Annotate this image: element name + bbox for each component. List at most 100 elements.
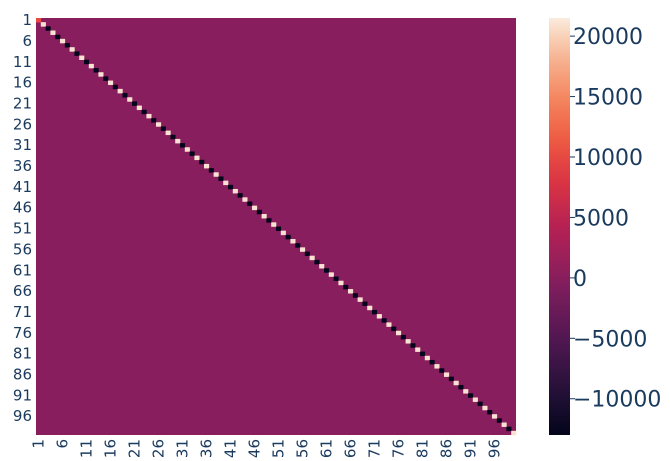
heatmap-cells xyxy=(36,18,517,436)
heatmap-diagonal-cell xyxy=(487,409,493,415)
heatmap-diagonal-cell xyxy=(204,163,210,169)
y-tick-label: 11 xyxy=(13,53,32,71)
heatmap-diagonal-cell xyxy=(372,309,378,315)
heatmap-diagonal-cell xyxy=(290,239,296,244)
heatmap-diagonal-cell xyxy=(400,334,406,340)
y-tick-label: 91 xyxy=(13,386,32,404)
x-tick-label: 36 xyxy=(197,439,215,458)
y-tick-label: 36 xyxy=(13,157,32,175)
heatmap-diagonal-cell xyxy=(352,293,358,298)
heatmap-diagonal-cell xyxy=(472,397,478,402)
y-tick-label: 26 xyxy=(13,115,32,133)
y-tick-label: 56 xyxy=(13,240,32,258)
heatmap-diagonal-cell xyxy=(420,351,426,357)
heatmap-diagonal-cell xyxy=(324,268,330,273)
heatmap-diagonal-cell xyxy=(300,247,306,252)
heatmap-diagonal-cell xyxy=(357,297,363,302)
y-tick-label: 21 xyxy=(13,94,32,112)
heatmap-diagonal-cell xyxy=(84,59,90,65)
heatmap-diagonal-cell xyxy=(88,63,94,69)
heatmap-diagonal-cell xyxy=(146,113,152,119)
heatmap-diagonal-cell xyxy=(160,126,166,131)
heatmap-diagonal-cell xyxy=(242,197,248,202)
heatmap-diagonal-cell xyxy=(184,147,190,152)
heatmap-diagonal-cell xyxy=(237,193,243,198)
heatmap-diagonal-cell xyxy=(333,276,339,282)
heatmap-diagonal-cell xyxy=(165,130,171,136)
heatmap-diagonal-cell xyxy=(396,330,402,336)
heatmap-diagonal-cell xyxy=(410,343,416,348)
x-tick-label: 71 xyxy=(365,439,383,458)
x-tick-label: 81 xyxy=(413,439,431,458)
heatmap-diagonal-cell xyxy=(429,359,435,365)
heatmap-diagonal-cell xyxy=(276,226,282,231)
colorbar-tick-label: 15000 xyxy=(573,86,643,111)
colorbar-tick-label: 0 xyxy=(573,267,587,292)
heatmap-diagonal-cell xyxy=(463,389,469,394)
heatmap-diagonal-cell xyxy=(151,118,157,123)
heatmap-diagonal-cell xyxy=(453,380,459,386)
y-tick-label: 31 xyxy=(13,136,32,154)
x-tick-label: 86 xyxy=(437,439,455,458)
y-tick-label: 46 xyxy=(13,199,32,217)
heatmap-diagonal-cell xyxy=(60,38,66,44)
heatmap-diagonal-cell xyxy=(180,143,186,148)
x-tick-label: 31 xyxy=(173,439,191,458)
heatmap-diagonal-cell xyxy=(367,305,373,311)
heatmap-diagonal-cell xyxy=(218,176,224,181)
colorbar-tick-label: 10000 xyxy=(573,146,643,171)
heatmap-diagonal-cell xyxy=(405,339,411,344)
heatmap-diagonal-cell xyxy=(376,314,382,319)
x-tick-label: 66 xyxy=(341,439,359,458)
heatmap-diagonal-cell xyxy=(228,184,234,190)
x-tick-label: 16 xyxy=(101,439,119,458)
heatmap-diagonal-cell xyxy=(271,222,277,227)
heatmap-diagonal-cell xyxy=(444,372,450,377)
heatmap-diagonal-cell xyxy=(434,364,440,369)
heatmap-diagonal-cell xyxy=(482,405,488,411)
x-tick-label: 11 xyxy=(77,439,95,458)
colorbar-tick-label: −10000 xyxy=(573,388,661,413)
heatmap-diagonal-cell xyxy=(170,134,176,140)
heatmap-diagonal-cell xyxy=(69,47,75,52)
heatmap-diagonal-cell xyxy=(223,180,229,186)
x-tick-label: 1 xyxy=(29,439,47,449)
heatmap-diagonal-cell xyxy=(381,318,387,323)
heatmap-diagonal-cell xyxy=(468,393,474,398)
x-tick-label: 51 xyxy=(269,439,287,458)
heatmap-diagonal-cell xyxy=(506,426,512,432)
heatmap-diagonal-cell xyxy=(108,80,114,86)
heatmap-diagonal-cell xyxy=(304,251,310,256)
heatmap-diagonal-cell xyxy=(79,55,85,60)
x-tick-label: 96 xyxy=(485,439,503,458)
heatmap-diagonal-cell xyxy=(439,368,445,373)
heatmap-diagonal-cell xyxy=(122,93,128,98)
heatmap-diagonal-cell xyxy=(256,209,262,215)
y-tick-label: 86 xyxy=(13,366,32,384)
x-tick-label: 26 xyxy=(149,439,167,458)
heatmap-diagonal-cell xyxy=(343,284,349,290)
heatmap-diagonal-cell xyxy=(50,30,56,35)
colorbar-tick-label: 20000 xyxy=(573,25,643,50)
y-tick-label: 61 xyxy=(13,261,32,279)
y-tick-label: 76 xyxy=(13,324,32,342)
y-tick-label: 96 xyxy=(13,407,32,425)
heatmap-diagonal-cell xyxy=(156,122,162,127)
heatmap-diagonal-cell xyxy=(477,401,483,407)
heatmap-diagonal-cell xyxy=(261,213,267,219)
heatmap-diagonal-cell xyxy=(36,18,42,23)
heatmap-diagonal-cell xyxy=(136,105,142,111)
heatmap-diagonal-cell xyxy=(501,422,507,427)
heatmap-diagonal-cell xyxy=(295,243,301,248)
heatmap-diagonal-cell xyxy=(424,355,430,361)
heatmap-diagonal-cell xyxy=(127,97,133,102)
heatmap-diagonal-cell xyxy=(285,234,291,240)
heatmap-diagonal-cell xyxy=(386,322,392,327)
heatmap-diagonal-cell xyxy=(103,76,109,81)
heatmap-diagonal-cell xyxy=(189,151,195,156)
heatmap-diagonal-cell xyxy=(141,109,147,115)
heatmap-diagonal-cell xyxy=(362,301,368,307)
